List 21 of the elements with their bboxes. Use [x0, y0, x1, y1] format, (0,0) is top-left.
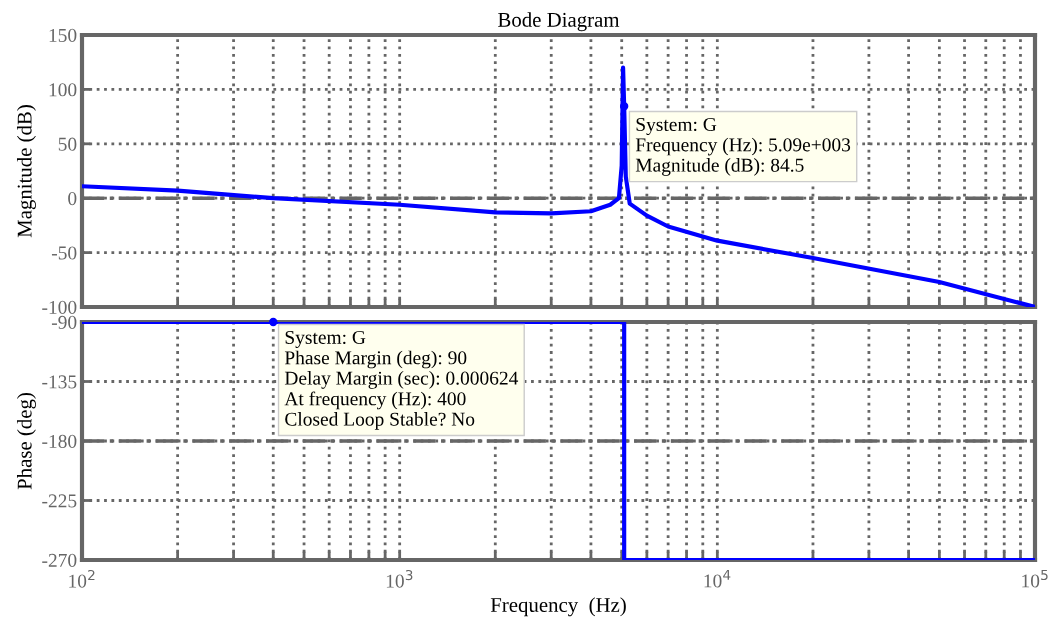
annotation: System: G Frequency (Hz): 5.09e+003 Magnitude (dB): 84.5: [635, 117, 851, 176]
y-tick-label: -180: [42, 434, 77, 448]
y-tick-label: -135: [42, 375, 77, 389]
x-tick-label: 10$^{2}$: [69, 569, 95, 588]
x-tick-label: 10$^{5}$: [1022, 569, 1048, 588]
y-tick-label: -90: [51, 315, 77, 329]
annotation: System: G Phase Margin (deg): 90 Delay Margin (sec): 0.000624 At frequency (Hz): 400 Closed Loop Stable? No: [284, 330, 519, 430]
y-tick-label: -100: [42, 300, 77, 314]
y-tick-label: -225: [42, 494, 77, 508]
chart-title: Bode Diagram: [498, 12, 620, 32]
y-tick-label: 50: [58, 137, 77, 151]
y-tick-label: -270: [42, 553, 77, 567]
y-tick-label: -50: [51, 246, 77, 260]
y-axis-title: Magnitude (dB): [16, 105, 36, 238]
x-tick-label: 10$^{3}$: [386, 569, 413, 588]
y-tick-label: 100: [49, 83, 77, 97]
y-axis-title: Phase (deg): [16, 393, 36, 490]
x-tick-label: 10$^{4}$: [704, 569, 731, 588]
y-tick-label: 150: [49, 28, 77, 42]
y-tick-label: 0: [68, 192, 77, 206]
x-axis-title: Frequency (Hz): [490, 597, 626, 617]
